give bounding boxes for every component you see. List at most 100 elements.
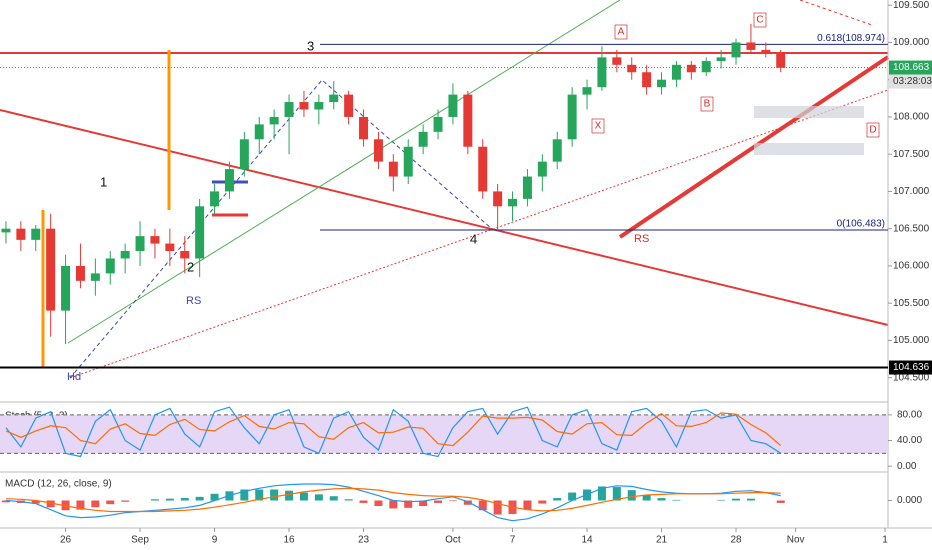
countdown-box: [889, 74, 932, 89]
wave-label: B: [704, 99, 711, 110]
macd-histogram: [642, 495, 651, 501]
macd-histogram: [210, 493, 219, 501]
macd-histogram: [463, 500, 472, 505]
candle-body: [210, 191, 220, 207]
macd-histogram: [285, 490, 294, 501]
wave-label: A: [618, 27, 625, 38]
candle-body: [522, 176, 532, 199]
candle-body: [657, 79, 667, 88]
macd-histogram: [657, 498, 666, 501]
fib-label: 0(106.483): [837, 219, 885, 230]
y-tick-label: 40.00: [897, 435, 922, 446]
macd-histogram: [672, 499, 681, 501]
macd-histogram: [553, 498, 562, 501]
candle-body: [388, 161, 398, 177]
x-tick-label: Sep: [131, 535, 149, 546]
fib-label: 0.618(108.974): [817, 33, 885, 44]
candle-body: [359, 116, 369, 140]
macd-histogram: [121, 500, 130, 502]
macd-histogram: [717, 499, 726, 501]
candle-body: [16, 228, 26, 240]
candle-body: [120, 251, 130, 259]
candle-body: [493, 191, 503, 207]
rs-label: RS: [186, 295, 201, 307]
macd-histogram: [329, 496, 338, 501]
x-tick-label: 16: [283, 535, 295, 546]
candle-body: [567, 94, 577, 140]
candle-body: [150, 236, 160, 244]
macd-histogram: [478, 500, 487, 511]
y-tick-label: 105.000: [893, 335, 930, 346]
drawings: [0, 0, 932, 529]
candle-body: [433, 116, 443, 132]
candle-body: [105, 258, 115, 274]
x-tick-label: 1: [882, 535, 888, 546]
wave-label: 2: [187, 259, 194, 274]
macd-histogram: [106, 500, 115, 505]
candle-body: [761, 49, 771, 54]
x-tick-label: Nov: [787, 535, 805, 546]
macd-histogram: [612, 487, 621, 501]
candle-body: [701, 61, 711, 73]
macd-histogram: [419, 500, 428, 506]
macd-histogram: [434, 500, 443, 503]
candle-body: [75, 265, 85, 281]
macd-histogram: [299, 492, 308, 501]
candle-body: [731, 42, 741, 58]
macd-histogram: [746, 498, 755, 501]
candle-body: [344, 94, 354, 117]
label-box: [591, 118, 605, 134]
candle-body: [463, 94, 473, 147]
candle-body: [254, 124, 264, 140]
macd-histogram: [195, 496, 204, 501]
macd-histogram: [165, 498, 174, 501]
level-box: [889, 360, 932, 375]
macd-histogram: [597, 486, 606, 501]
hd-label: Hd: [67, 371, 81, 383]
candle-body: [776, 53, 786, 68]
candle-body: [552, 139, 562, 162]
macd-histogram: [523, 500, 532, 510]
y-tick-label: 107.500: [893, 149, 930, 160]
countdown: 03:28:03: [893, 76, 932, 87]
candle-body: [284, 102, 294, 117]
candle-body: [508, 198, 518, 207]
y-tick-label: 0.000: [897, 495, 922, 506]
macd-histogram: [91, 500, 100, 508]
wave-labels: 1 2 3 4 A B C D X RS RS Hd Stoch (5, 3, …: [5, 15, 877, 490]
y-tick-label: 107.000: [893, 186, 930, 197]
macd-histogram: [538, 500, 547, 504]
macd-title: MACD (12, 26, close, 9): [5, 479, 112, 490]
macd-histogram: [359, 500, 368, 503]
candle-body: [671, 64, 681, 80]
candle-body: [746, 42, 756, 50]
y-tick-label: 109.500: [893, 0, 930, 11]
stoch-k: [5, 406, 782, 458]
macd-histogram: [150, 499, 159, 501]
wave-label: 4: [470, 231, 477, 246]
wave-label: 1: [100, 174, 107, 189]
macd-histogram: [448, 500, 457, 502]
candle-body: [448, 94, 458, 117]
candle-body: [582, 87, 592, 95]
macd-histogram: [568, 492, 577, 501]
y-tick-label: 106.500: [893, 223, 930, 234]
macd-histogram: [404, 500, 413, 508]
candle-body: [299, 102, 309, 110]
x-tick-label: 21: [656, 535, 668, 546]
candle-body: [373, 139, 383, 162]
candle-body: [418, 131, 428, 147]
candle-body: [597, 57, 607, 88]
candle-body: [314, 102, 324, 110]
candle-body: [46, 228, 56, 311]
dotted-trend: [69, 89, 889, 379]
label-box: [866, 122, 880, 138]
candle-body: [612, 57, 622, 65]
label-box: [700, 96, 714, 112]
candle-body: [642, 72, 652, 88]
macd-histogram: [76, 500, 85, 510]
wave-label: D: [869, 125, 876, 136]
macd-histogram: [493, 500, 502, 515]
candle-body: [716, 57, 726, 62]
macd-histogram: [374, 500, 383, 506]
